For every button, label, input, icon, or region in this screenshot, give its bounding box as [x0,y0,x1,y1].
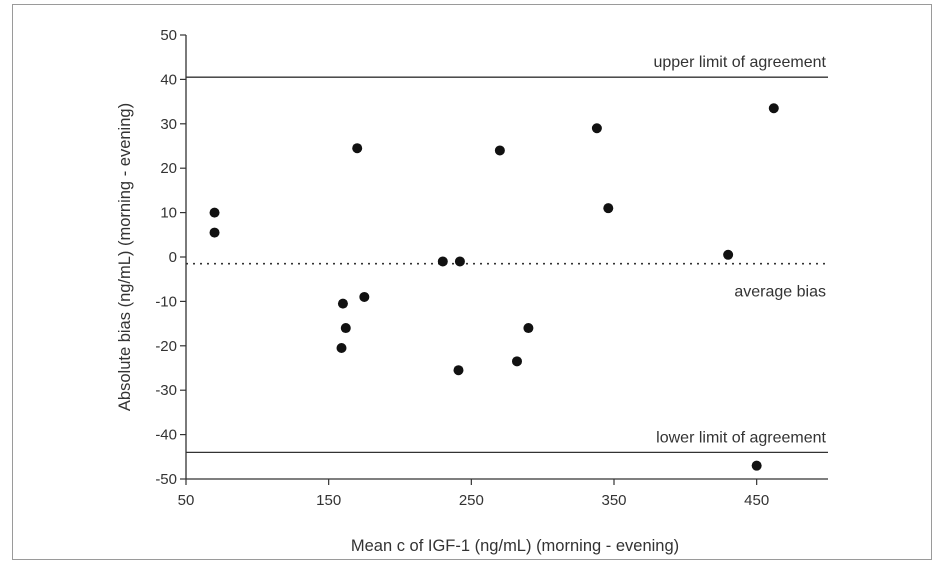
y-axis-title: Absolute bias (ng/mL) (morning - evening… [116,103,134,411]
data-point [768,103,779,114]
data-point [751,460,762,471]
data-point [523,323,534,334]
data-point [352,143,363,154]
data-point [454,256,465,267]
chart-frame [12,4,932,560]
y-tick-label: 50 [160,27,177,44]
y-tick-label: 10 [160,205,177,222]
data-point [340,323,351,334]
y-tick-label: 30 [160,116,177,133]
data-point [209,207,220,218]
x-tick-label: 450 [744,492,769,509]
x-tick-label: 350 [601,492,626,509]
y-tick-label: -40 [155,427,177,444]
data-points [209,103,779,471]
data-point [453,365,464,376]
y-tick-label: 40 [160,71,177,88]
y-tick-label: -20 [155,338,177,355]
x-tick-label: 250 [459,492,484,509]
data-point [603,203,614,214]
data-point [723,249,734,260]
reference-label-lower-limit-of-agreement: lower limit of agreement [656,429,826,446]
y-tick-label: -10 [155,293,177,310]
data-point [511,356,522,367]
y-tick-label: -50 [155,471,177,488]
y-tick-label: 20 [160,160,177,177]
data-point [359,291,370,302]
reference-label-average-bias: average bias [734,284,826,301]
y-tick-label: 0 [169,249,177,266]
data-point [336,343,347,354]
reference-lines: upper limit of agreement average bias lowe… [186,54,828,454]
x-tick-label: 50 [178,492,195,509]
data-point [209,227,220,238]
data-point [591,123,602,134]
data-point [437,256,448,267]
data-point [494,145,505,156]
x-axis-title: Mean c of IGF-1 (ng/mL) (morning - eveni… [351,537,679,555]
data-point [337,298,348,309]
x-tick-label: 150 [316,492,341,509]
reference-label-upper-limit-of-agreement: upper limit of agreement [653,54,826,71]
y-tick-label: -30 [155,382,177,399]
